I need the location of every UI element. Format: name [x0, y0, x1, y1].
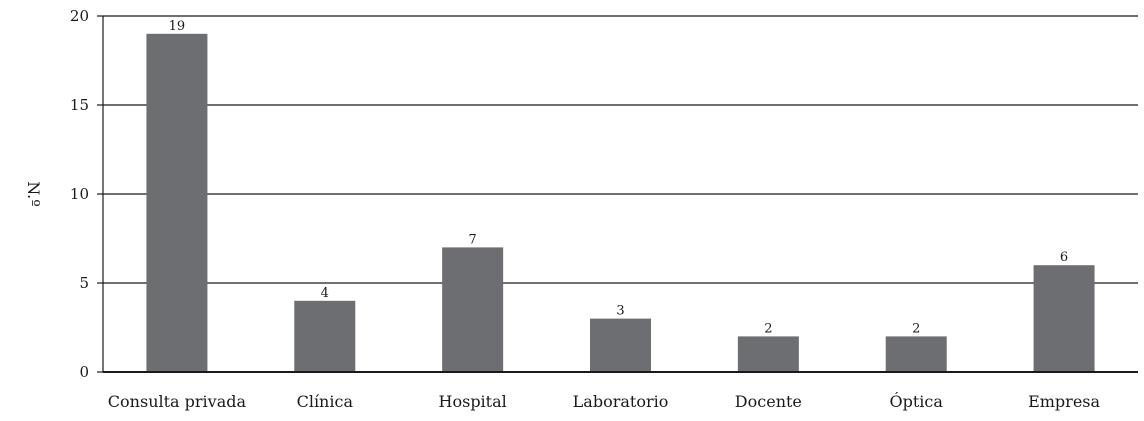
y-tick-label: 20 [70, 7, 89, 25]
y-tick-label: 0 [79, 363, 89, 381]
y-axis-ticks: 0 5 10 15 20 [70, 7, 103, 381]
bar-2 [442, 247, 504, 372]
category-label: Docente [735, 392, 802, 411]
x-axis-categories: Consulta privada Clínica Hospital Laborator… [108, 391, 1101, 411]
data-label: 19 [169, 19, 186, 34]
bar-5 [885, 336, 947, 372]
category-label: Clínica [297, 392, 354, 411]
bar-6 [1033, 265, 1095, 372]
y-tick-label: 5 [79, 274, 89, 292]
bar-4 [737, 336, 799, 372]
data-label: 3 [616, 304, 624, 319]
category-label: Consulta privada [108, 392, 247, 411]
category-label: Hospital [439, 392, 507, 411]
data-label: 4 [321, 286, 329, 301]
data-label: 2 [764, 321, 772, 336]
data-label: 2 [912, 321, 920, 336]
y-tick-label: 10 [70, 185, 89, 203]
bars [146, 33, 1095, 373]
data-label: 6 [1060, 250, 1068, 265]
category-label: Óptica [890, 391, 944, 411]
bar-1 [294, 300, 356, 372]
category-label: Empresa [1028, 392, 1100, 411]
data-labels: 19 4 7 3 2 2 6 [169, 19, 1069, 337]
gridlines [103, 15, 1138, 284]
bar-0 [146, 33, 208, 373]
bar-3 [590, 318, 651, 372]
category-label: Laboratorio [573, 392, 669, 411]
y-tick-label: 15 [70, 96, 89, 114]
y-axis-title: N.º [24, 181, 43, 207]
data-label: 7 [469, 232, 477, 247]
